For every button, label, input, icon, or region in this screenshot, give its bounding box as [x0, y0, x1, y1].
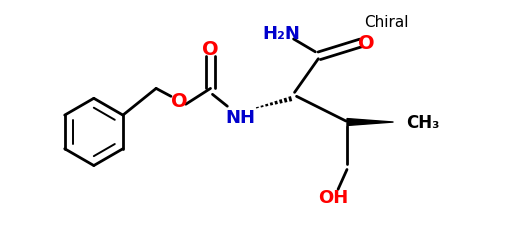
Text: O: O [170, 92, 187, 110]
Text: H₂N: H₂N [263, 25, 301, 43]
Text: Chiral: Chiral [365, 14, 409, 30]
Text: O: O [358, 34, 375, 53]
Text: O: O [202, 40, 219, 59]
Text: NH: NH [225, 109, 255, 126]
Text: CH₃: CH₃ [407, 114, 440, 132]
Text: OH: OH [318, 188, 348, 206]
Polygon shape [347, 119, 393, 126]
